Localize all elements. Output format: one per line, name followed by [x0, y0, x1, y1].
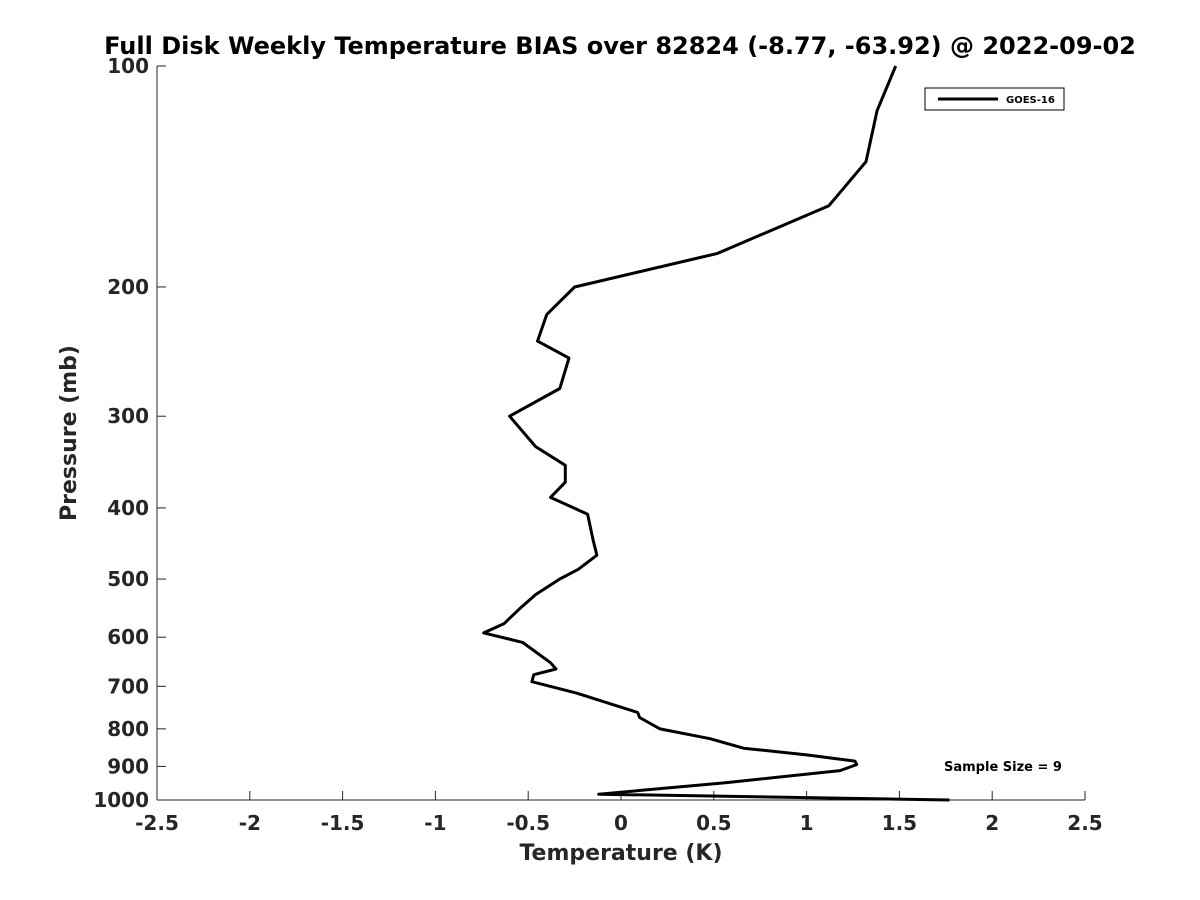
y-tick-label: 200 [107, 275, 149, 299]
y-tick-label: 100 [107, 54, 149, 78]
y-tick-label: 400 [107, 496, 149, 520]
y-tick-label: 900 [107, 754, 149, 778]
x-ticks: -2.5 -2 -1.5 -1 -0.5 0 0.5 1 1.5 2 2.5 [135, 791, 1103, 835]
x-tick-label: 2 [985, 811, 999, 835]
legend: GOES-16 [924, 87, 1065, 111]
y-tick-label: 500 [107, 567, 149, 591]
y-tick-label: 700 [107, 674, 149, 698]
x-tick-label: 1.5 [882, 811, 917, 835]
x-tick-label: 0 [614, 811, 628, 835]
chart-title: Full Disk Weekly Temperature BIAS over 8… [104, 32, 1136, 60]
series-layer [482, 65, 950, 802]
x-tick-label: 2.5 [1067, 811, 1102, 835]
x-tick-label: -2.5 [135, 811, 179, 835]
x-tick-label: 0.5 [696, 811, 731, 835]
x-axis-title: Temperature (K) [519, 841, 722, 866]
series-line-0 [482, 65, 950, 802]
x-tick-label: -1.5 [321, 811, 365, 835]
y-tick-label: 600 [107, 625, 149, 649]
legend-label: GOES-16 [1006, 95, 1055, 106]
y-tick-label: 300 [107, 404, 149, 428]
x-tick-label: -1 [424, 811, 446, 835]
y-ticks: 100 200 300 400 500 600 700 800 900 1000 [93, 54, 166, 812]
x-tick-label: 1 [800, 811, 814, 835]
y-tick-label: 800 [107, 717, 149, 741]
sample-size-annotation: Sample Size = 9 [944, 760, 1062, 775]
x-tick-label: -0.5 [506, 811, 550, 835]
x-tick-label: -2 [239, 811, 261, 835]
y-axis-title: Pressure (mb) [57, 345, 82, 521]
y-tick-label: 1000 [93, 788, 149, 812]
